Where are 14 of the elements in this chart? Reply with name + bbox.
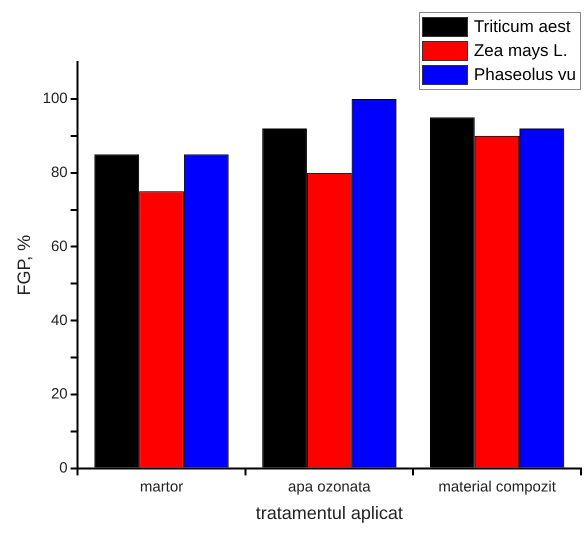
legend-label: Triticum aest bbox=[474, 16, 571, 38]
x-axis-title: tratamentul aplicat bbox=[256, 503, 403, 524]
legend-label: Zea mays L. bbox=[474, 40, 568, 62]
y-tick-label: 40 bbox=[50, 312, 68, 329]
y-tick-label: 100 bbox=[42, 90, 68, 108]
y-tick-label: 20 bbox=[50, 386, 68, 403]
y-tick-label: 80 bbox=[50, 164, 68, 181]
x-tick-label: martor bbox=[140, 478, 184, 496]
y-tick-label: 0 bbox=[59, 460, 68, 477]
y-axis-title: FGP, % bbox=[14, 234, 34, 296]
y-tick-label: 60 bbox=[50, 238, 68, 255]
x-tick-label: apa ozonata bbox=[288, 478, 372, 496]
x-tick-label: material compozit bbox=[438, 478, 557, 496]
legend-label: Phaseolus vu bbox=[474, 64, 576, 86]
